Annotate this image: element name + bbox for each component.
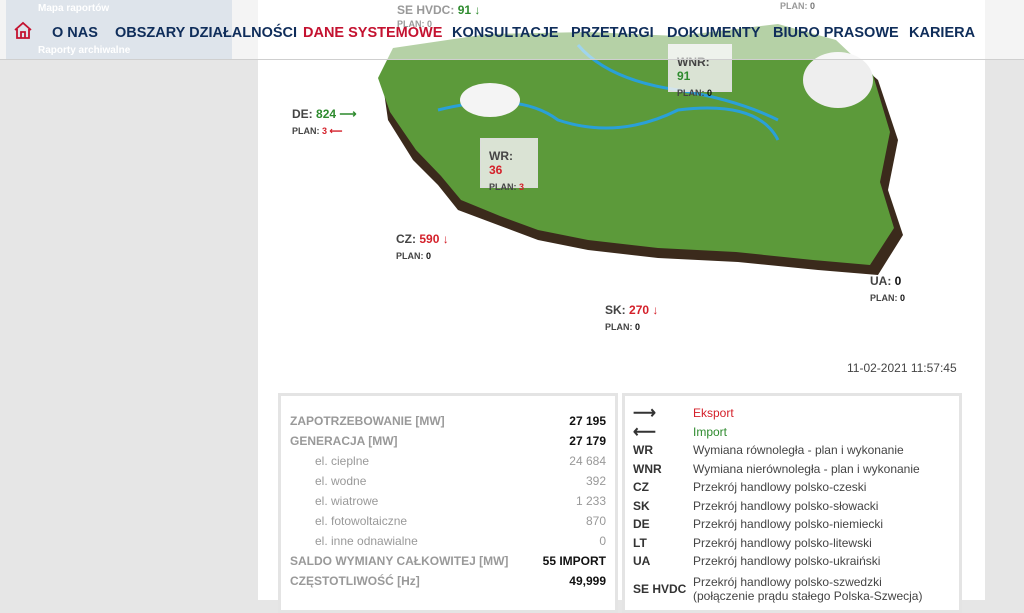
stat-frequency: CZĘSTOTLIWOŚĆ [Hz] 49,999 xyxy=(290,574,606,588)
arrow-left-icon: ⟵ xyxy=(329,126,343,136)
nav-dokumenty[interactable]: DOKUMENTY xyxy=(667,25,761,41)
label-de: DE: 824 ⟶ PLAN: 3 ⟵ xyxy=(292,107,357,136)
legend-item: WR Wymiana równoległa - plan i wykonanie xyxy=(633,443,904,458)
legend-import: ⟵ Import xyxy=(633,423,728,441)
cloud-icon xyxy=(803,52,873,108)
stats-panel: ZAPOTRZEBOWANIE [MW] 27 195 GENERACJA [MW… xyxy=(278,393,618,613)
arrow-down-icon: ↓ xyxy=(442,232,449,246)
submenu-item-map[interactable]: Mapa raportów xyxy=(38,3,110,14)
stat-hydro: el. wodne 392 xyxy=(315,474,606,488)
legend-item: SE HVDC Przekrój handlowy polsko-szwedzki… xyxy=(633,574,923,603)
main-nav: O NAS OBSZARY DZIAŁALNOŚCI DANE SYSTEMOW… xyxy=(0,0,1024,60)
stat-pv: el. fotowoltaiczne 870 xyxy=(315,514,606,528)
nav-biuro-prasowe[interactable]: BIURO PRASOWE xyxy=(773,25,899,41)
stat-balance: SALDO WYMIANY CAŁKOWITEJ [MW] 55 IMPORT xyxy=(290,554,606,568)
legend-item: SK Przekrój handlowy polsko-słowacki xyxy=(633,498,879,513)
arrow-right-icon: ⟶ xyxy=(633,405,656,423)
legend-panel: ⟶ Eksport ⟵ Import WR Wymiana równoległa - … xyxy=(622,393,962,613)
label-sk: SK: 270 ↓ PLAN: 0 xyxy=(605,303,659,332)
legend-item: UA Przekrój handlowy polsko-ukraiński xyxy=(633,554,881,569)
submenu-item-archive[interactable]: Raporty archiwalne xyxy=(38,45,131,56)
nav-obszary[interactable]: OBSZARY DZIAŁALNOŚCI xyxy=(115,25,298,41)
legend-item: WNR Wymiana nierównoległa - plan i wykona… xyxy=(633,461,920,476)
timestamp: 11-02-2021 11:57:45 xyxy=(847,361,957,375)
label-lt: PLAN: 0 xyxy=(780,1,816,11)
stat-thermal: el. cieplne 24 684 xyxy=(315,454,606,468)
map-land xyxy=(378,24,894,265)
label-wr: WR: 36 PLAN: 3 xyxy=(480,138,538,192)
stat-wind: el. wiatrowe 1 233 xyxy=(315,494,606,508)
cloud-icon xyxy=(460,83,520,117)
stat-generation: GENERACJA [MW] 27 179 xyxy=(290,434,606,448)
nav-kariera[interactable]: KARIERA xyxy=(909,25,976,41)
legend-item: CZ Przekrój handlowy polsko-czeski xyxy=(633,480,867,495)
arrow-down-icon: ↓ xyxy=(652,303,659,317)
label-ua: UA: 0 PLAN: 0 xyxy=(870,274,906,303)
nav-konsultacje[interactable]: KONSULTACJE xyxy=(452,25,559,41)
stat-demand: ZAPOTRZEBOWANIE [MW] 27 195 xyxy=(290,414,606,428)
poland-map xyxy=(378,24,903,275)
legend-item: LT Przekrój handlowy polsko-litewski xyxy=(633,535,872,550)
label-se-hvdc: SE HVDC: 91 ↓ PLAN: 0 xyxy=(397,3,481,29)
nav-o-nas[interactable]: O NAS xyxy=(52,25,98,41)
arrow-down-icon: ↓ xyxy=(474,3,481,17)
nav-przetargi[interactable]: PRZETARGI xyxy=(571,25,654,41)
arrow-right-icon: ⟶ xyxy=(339,107,357,121)
stat-other: el. inne odnawialne 0 xyxy=(315,534,606,548)
legend-export: ⟶ Eksport xyxy=(633,405,734,423)
nav-dane-systemowe[interactable]: DANE SYSTEMOWE xyxy=(303,25,443,41)
legend-item: DE Przekrój handlowy polsko-niemiecki xyxy=(633,517,884,532)
home-icon[interactable] xyxy=(13,21,33,39)
label-cz: CZ: 590 ↓ PLAN: 0 xyxy=(396,232,449,261)
arrow-left-icon: ⟵ xyxy=(633,423,656,441)
